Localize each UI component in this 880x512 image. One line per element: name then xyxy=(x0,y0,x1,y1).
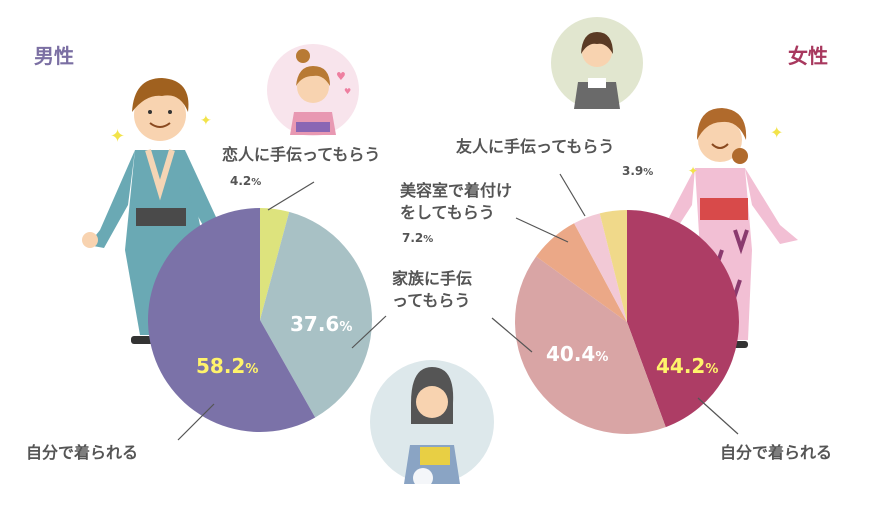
female-pie-slice-1 xyxy=(514,256,666,435)
svg-text:✦: ✦ xyxy=(200,113,212,129)
leader-line-female-family xyxy=(491,317,533,353)
female-self-label: 自分で着られる xyxy=(720,443,833,462)
svg-text:♥: ♥ xyxy=(336,70,346,83)
female-salon-label-line1: 美容室で着付け xyxy=(400,181,513,200)
female-self-percent: 44.2% xyxy=(656,354,719,378)
female-family-percent: 40.4% xyxy=(546,342,609,366)
leader-line-male-self xyxy=(177,403,215,441)
female-friend-label: 友人に手伝ってもらう xyxy=(456,137,615,156)
family-label-line1: 家族に手伝 xyxy=(392,269,473,288)
male-heading: 男性 xyxy=(34,44,74,68)
female-pie-slice-3 xyxy=(574,213,627,322)
leader-line-male-family xyxy=(351,315,387,349)
female-pie-slice-2 xyxy=(536,223,627,322)
female-pie-slice-0 xyxy=(627,210,740,428)
female-pie-slice-4 xyxy=(599,210,627,322)
male-pie-slice-0 xyxy=(260,208,290,320)
male-pie-chart xyxy=(148,208,372,432)
family-portrait-illustration xyxy=(370,360,494,488)
leader-line-male-lover xyxy=(267,181,315,211)
male-self-label: 自分で着られる xyxy=(26,443,139,462)
male-pie-slice-2 xyxy=(148,208,316,432)
female-salon-percent: 7.2% xyxy=(402,231,434,245)
female-friend-percent: 3.9% xyxy=(622,164,654,178)
leader-line-female-friend xyxy=(559,173,586,217)
lover-portrait-illustration: ♥ ♥ xyxy=(267,44,359,136)
male-pie-slice-1 xyxy=(260,211,372,418)
svg-text:✦: ✦ xyxy=(770,123,783,142)
male-lover-label: 恋人に手伝ってもらう xyxy=(222,145,381,164)
leader-line-female-self xyxy=(697,397,739,435)
male-lover-percent: 4.2% xyxy=(230,174,262,188)
male-self-percent: 58.2% xyxy=(196,354,259,378)
leader-lines xyxy=(177,173,739,441)
female-heading: 女性 xyxy=(788,44,828,68)
male-family-percent: 37.6% xyxy=(290,312,353,336)
female-pie-chart xyxy=(514,210,740,435)
svg-text:✦: ✦ xyxy=(110,126,125,147)
svg-text:✦: ✦ xyxy=(688,164,698,178)
svg-text:♥: ♥ xyxy=(344,87,351,96)
family-label-line2: ってもらう xyxy=(392,291,471,310)
leader-line-female-salon xyxy=(515,217,569,243)
female-salon-label-line2: をしてもらう xyxy=(400,203,495,222)
friend-portrait-illustration xyxy=(551,17,643,109)
